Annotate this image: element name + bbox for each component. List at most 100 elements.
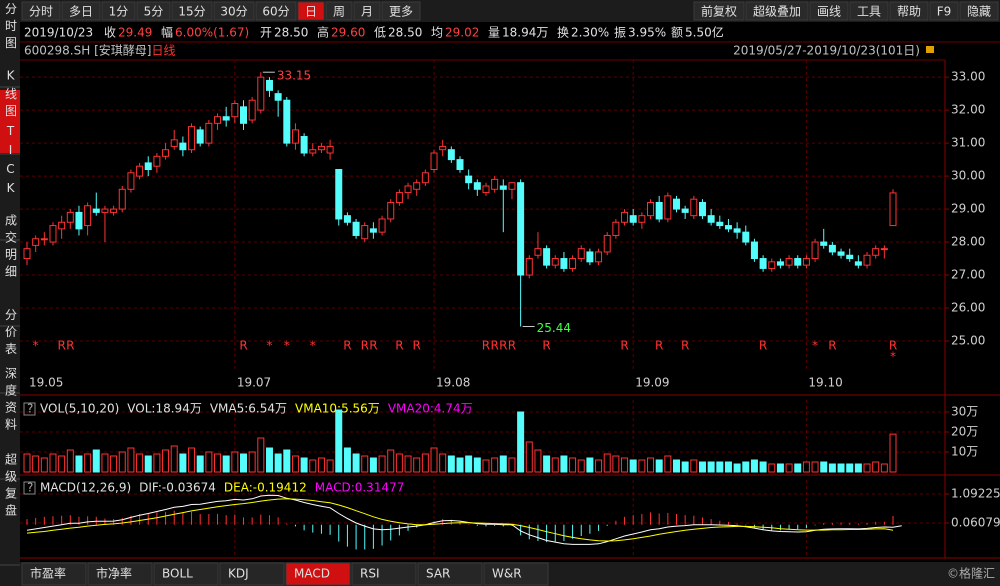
event-marker[interactable]: *	[310, 339, 316, 353]
sidebar-item[interactable]: 成交明细	[4, 214, 18, 282]
tab[interactable]	[351, 562, 417, 586]
event-marker[interactable]: R	[655, 339, 663, 353]
sidebar-item[interactable]: K线图	[4, 69, 18, 122]
event-marker[interactable]: R	[620, 339, 628, 353]
candle-body	[785, 258, 793, 266]
toolbar-button[interactable]	[136, 1, 171, 21]
volume-bar	[101, 453, 109, 473]
sidebar-item[interactable]: 超级复盘	[4, 452, 18, 521]
sidebar-item[interactable]: TICK	[4, 124, 18, 200]
toolbar-button[interactable]	[21, 1, 61, 21]
toolbar-button[interactable]	[889, 1, 929, 21]
toolbar-button[interactable]	[171, 1, 213, 21]
legend-entry: VMA20:4.74万	[388, 402, 473, 416]
sidebar-selected[interactable]	[0, 90, 20, 153]
event-marker[interactable]: R	[889, 339, 897, 353]
y-tick-label: 1.09225	[951, 486, 1000, 500]
volume-bar	[430, 447, 438, 473]
event-marker[interactable]: R	[482, 339, 490, 353]
toolbar-button[interactable]	[745, 1, 809, 21]
candle-body	[880, 248, 888, 251]
toolbar-button[interactable]	[693, 1, 745, 21]
candle-body	[647, 201, 655, 217]
event-marker[interactable]: R	[499, 339, 507, 353]
candle-body	[664, 195, 672, 220]
candle-body	[733, 228, 741, 233]
sidebar-item[interactable]: 分时图	[4, 2, 18, 53]
tab[interactable]	[87, 562, 153, 586]
event-marker[interactable]: R	[828, 339, 836, 353]
toolbar-label: 周	[333, 5, 345, 19]
event-marker[interactable]: R	[490, 339, 498, 353]
volume-bar	[543, 455, 551, 473]
volume-bar	[58, 455, 66, 473]
tab[interactable]	[417, 562, 483, 586]
tab[interactable]	[219, 562, 285, 586]
candle-body	[49, 225, 57, 243]
tab[interactable]	[285, 562, 351, 586]
toolbar-button[interactable]	[213, 1, 255, 21]
event-marker[interactable]: *	[890, 350, 896, 364]
volume-bar	[404, 455, 412, 473]
tab-label: SAR	[426, 567, 450, 581]
volume-bar	[447, 455, 455, 473]
toolbar-button[interactable]	[255, 1, 297, 21]
toolbar-button[interactable]	[849, 1, 889, 21]
event-marker[interactable]: R	[66, 339, 74, 353]
event-marker[interactable]: R	[361, 339, 369, 353]
volume-bar	[716, 461, 724, 473]
toolbar-button[interactable]	[101, 1, 136, 21]
volume-bar	[733, 463, 741, 473]
toolbar-button[interactable]	[353, 1, 381, 21]
candle-body	[75, 211, 83, 230]
event-marker[interactable]: R	[57, 339, 65, 353]
tab[interactable]	[153, 562, 219, 586]
toolbar-button[interactable]	[381, 1, 421, 21]
toolbar-button[interactable]	[325, 1, 353, 21]
volume-bar	[595, 459, 603, 473]
help-box[interactable]	[23, 481, 36, 495]
toolbar-button[interactable]	[929, 1, 959, 21]
help-box[interactable]	[23, 402, 36, 416]
event-marker[interactable]: R	[759, 339, 767, 353]
tab[interactable]	[483, 562, 549, 586]
volume-bar	[681, 461, 689, 473]
event-marker[interactable]: R	[395, 339, 403, 353]
volume-bar	[534, 449, 542, 473]
tab[interactable]	[21, 562, 87, 586]
toolbar-button[interactable]	[297, 1, 325, 21]
candle-body	[629, 215, 637, 223]
event-marker[interactable]: *	[284, 339, 290, 353]
candle-body	[283, 99, 291, 144]
stock-code: 600298.SH [安琪酵母]	[24, 43, 151, 58]
sidebar-item[interactable]: 深度资料	[4, 367, 18, 435]
event-marker[interactable]: R	[343, 339, 351, 353]
event-marker[interactable]: R	[413, 339, 421, 353]
candle-body	[265, 79, 273, 91]
event-marker[interactable]: *	[33, 339, 39, 353]
candle-body	[560, 258, 568, 269]
sidebar-item[interactable]: 分价表	[4, 308, 18, 359]
volume-bar	[196, 455, 204, 473]
toolbar-button[interactable]	[61, 1, 101, 21]
event-marker[interactable]: *	[266, 339, 272, 353]
volume-bar	[473, 457, 481, 473]
toolbar-button[interactable]	[809, 1, 849, 21]
high-label: 33.15	[277, 69, 311, 83]
event-marker[interactable]: R	[369, 339, 377, 353]
toolbar-label: 日	[305, 5, 317, 19]
event-marker[interactable]: R	[239, 339, 247, 353]
lock-icon[interactable]	[926, 46, 934, 53]
toolbar-button[interactable]	[959, 1, 999, 21]
candle-body	[170, 139, 178, 147]
volume-bar	[283, 449, 291, 473]
event-marker[interactable]: R	[542, 339, 550, 353]
volume-bar	[499, 455, 507, 473]
info-value: 18.94万	[502, 26, 548, 40]
event-marker[interactable]: *	[812, 339, 818, 353]
event-marker[interactable]: R	[508, 339, 516, 353]
volume-bar	[413, 457, 421, 473]
candle-body	[58, 221, 66, 230]
event-marker[interactable]: R	[681, 339, 689, 353]
